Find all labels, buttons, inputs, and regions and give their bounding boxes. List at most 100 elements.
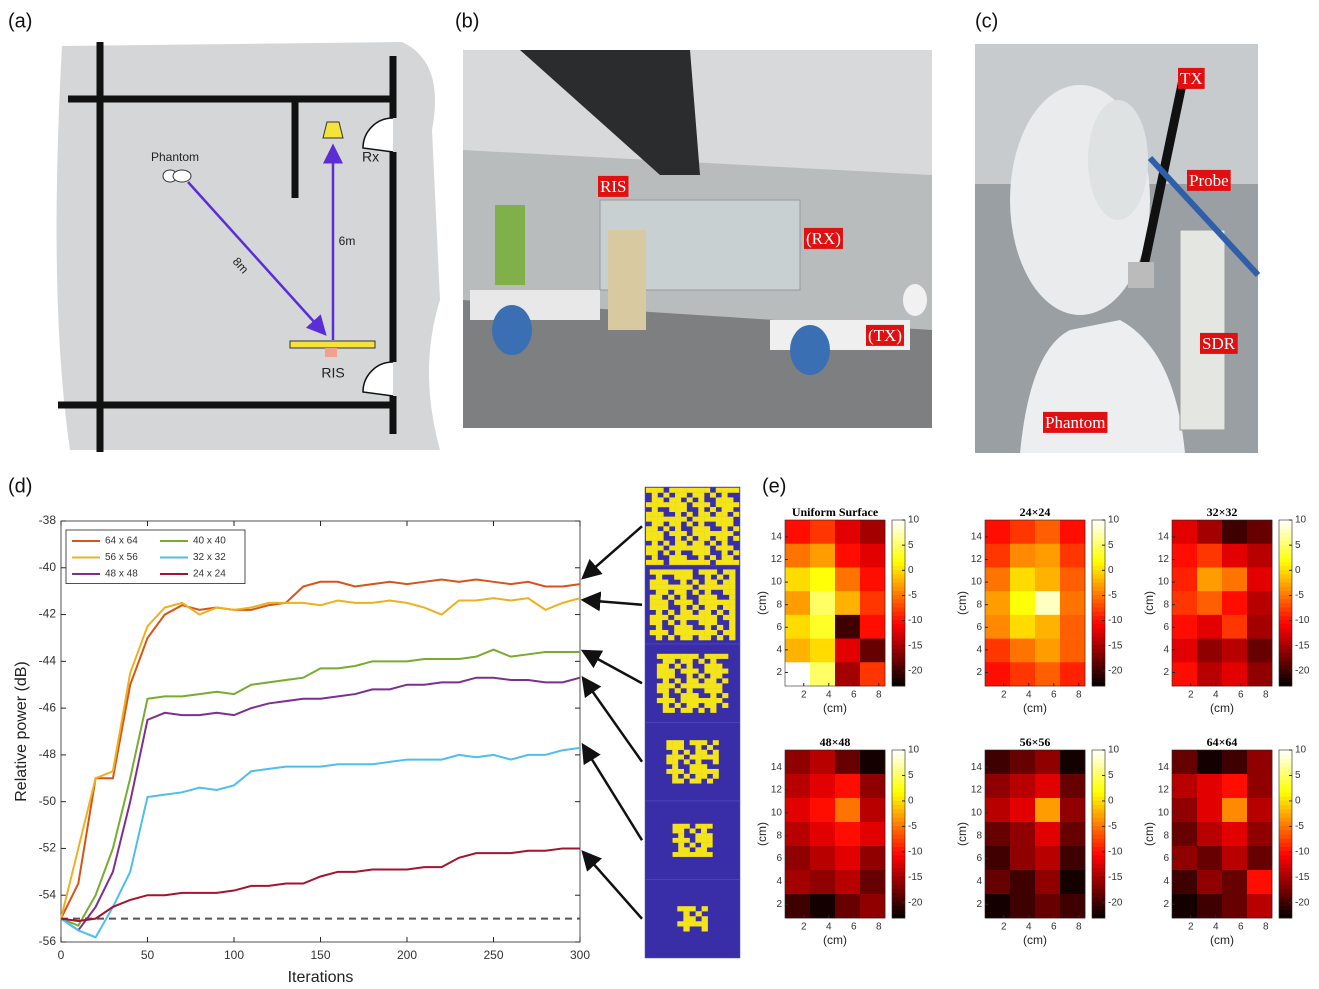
heatmap-cell: [1172, 615, 1197, 639]
colorbar-step: [1092, 792, 1105, 797]
pattern-cell: [652, 550, 658, 555]
y-tick-label: 8: [976, 599, 982, 610]
x-tick-label: 2: [801, 922, 807, 933]
colorbar-step: [892, 842, 905, 847]
x-tick-label: 2: [1001, 922, 1007, 933]
heatmap-cell: [1060, 591, 1085, 615]
pattern-cell: [704, 488, 710, 493]
pattern-cell: [650, 615, 656, 620]
colorbar-step: [1279, 784, 1292, 789]
pattern-cell: [717, 610, 723, 615]
pattern-cell: [680, 610, 686, 615]
pattern-cell: [716, 531, 722, 536]
pattern-cell: [672, 759, 678, 764]
pattern-cell: [681, 488, 687, 493]
heatmap-cell: [1172, 846, 1197, 870]
colorbar-step: [892, 628, 905, 633]
pattern-cell: [713, 769, 719, 774]
colorbar-step: [892, 901, 905, 906]
pattern-cell: [733, 526, 739, 531]
heatmap-cell: [860, 591, 885, 615]
colorbar-step: [892, 792, 905, 797]
x-tick-label: 8: [1263, 922, 1269, 933]
colorbar-step: [892, 669, 905, 674]
pattern-cell: [669, 531, 675, 536]
pattern-cell: [722, 541, 728, 546]
colorbar-step: [1092, 771, 1105, 776]
pattern-cell: [652, 507, 658, 512]
pattern-cell: [669, 669, 675, 674]
pattern-cell: [723, 600, 729, 605]
heatmap-cell: [835, 567, 860, 591]
pattern-cell: [704, 669, 710, 674]
colorbar-step: [1092, 524, 1105, 529]
x-tick-label: 8: [1076, 690, 1082, 701]
y-tick-label: 2: [776, 667, 782, 678]
pattern-cell: [698, 536, 704, 541]
pattern-cell: [680, 580, 686, 585]
pattern-tile: [645, 723, 740, 802]
heatmap-cell: [1010, 615, 1035, 639]
pattern-cell: [663, 708, 669, 713]
pattern-cell: [702, 921, 708, 926]
pattern-cell: [693, 590, 699, 595]
pattern-cell: [657, 654, 663, 659]
heatmap-cell: [1035, 567, 1060, 591]
pattern-cell: [717, 635, 723, 640]
pattern-cell: [723, 630, 729, 635]
colorbar-step: [892, 821, 905, 826]
pattern-cell: [678, 847, 684, 852]
pattern-cell: [710, 531, 716, 536]
pattern-cell: [663, 493, 669, 498]
y-tick-label: 12: [1158, 554, 1170, 565]
pattern-cell: [684, 847, 690, 852]
colorbar-step: [1092, 566, 1105, 571]
y-tick-label: -56: [39, 934, 57, 948]
pattern-cell: [722, 669, 728, 674]
x-tick-label: 4: [826, 690, 832, 701]
pattern-cell: [698, 488, 704, 493]
pattern-cell: [672, 740, 678, 745]
pattern-cell: [727, 531, 733, 536]
pattern-cell: [695, 764, 701, 769]
heatmap-cell: [1060, 639, 1085, 663]
colorbar-step: [1279, 754, 1292, 759]
page: {"panel_labels":["(a)","(b)","(c)","(d)"…: [0, 0, 1319, 989]
pointer-arrow: [583, 651, 642, 683]
heatmap-cell: [1010, 774, 1035, 798]
colorbar-step: [1279, 624, 1292, 629]
pattern-cell: [701, 838, 707, 843]
pattern-cell: [729, 635, 735, 640]
pattern-cell: [680, 625, 686, 630]
pattern-cell: [652, 493, 658, 498]
colorbar-step: [1092, 574, 1105, 579]
pattern-cell: [727, 560, 733, 565]
heatmap-cell: [985, 894, 1010, 918]
pattern-cell: [716, 517, 722, 522]
pattern-cell: [656, 569, 662, 574]
pattern-cell: [710, 698, 716, 703]
colorbar-step: [1279, 586, 1292, 591]
heatmap-cell: [1060, 750, 1085, 774]
colorbar-step: [1279, 578, 1292, 583]
pattern-cell: [687, 560, 693, 565]
colorbar-step: [892, 657, 905, 662]
colorbar-step: [1279, 615, 1292, 620]
pattern-cell: [646, 526, 652, 531]
colorbar-step: [1092, 628, 1105, 633]
pattern-cell: [669, 521, 675, 526]
pattern-cell: [693, 560, 699, 565]
colorbar-step: [1092, 821, 1105, 826]
pattern-cell: [662, 569, 668, 574]
y-tick-label: 12: [1158, 785, 1170, 796]
heatmap-cell: [860, 750, 885, 774]
heatmap-cell: [1172, 520, 1197, 544]
colorbar-step: [1279, 562, 1292, 567]
pattern-cell: [701, 843, 707, 848]
colorbar-step: [1279, 649, 1292, 654]
y-tick-label: 14: [1158, 762, 1170, 773]
colorbar-step: [1279, 549, 1292, 554]
colorbar-step: [1092, 578, 1105, 583]
colorbar-step: [1092, 868, 1105, 873]
pattern-cell: [698, 683, 704, 688]
